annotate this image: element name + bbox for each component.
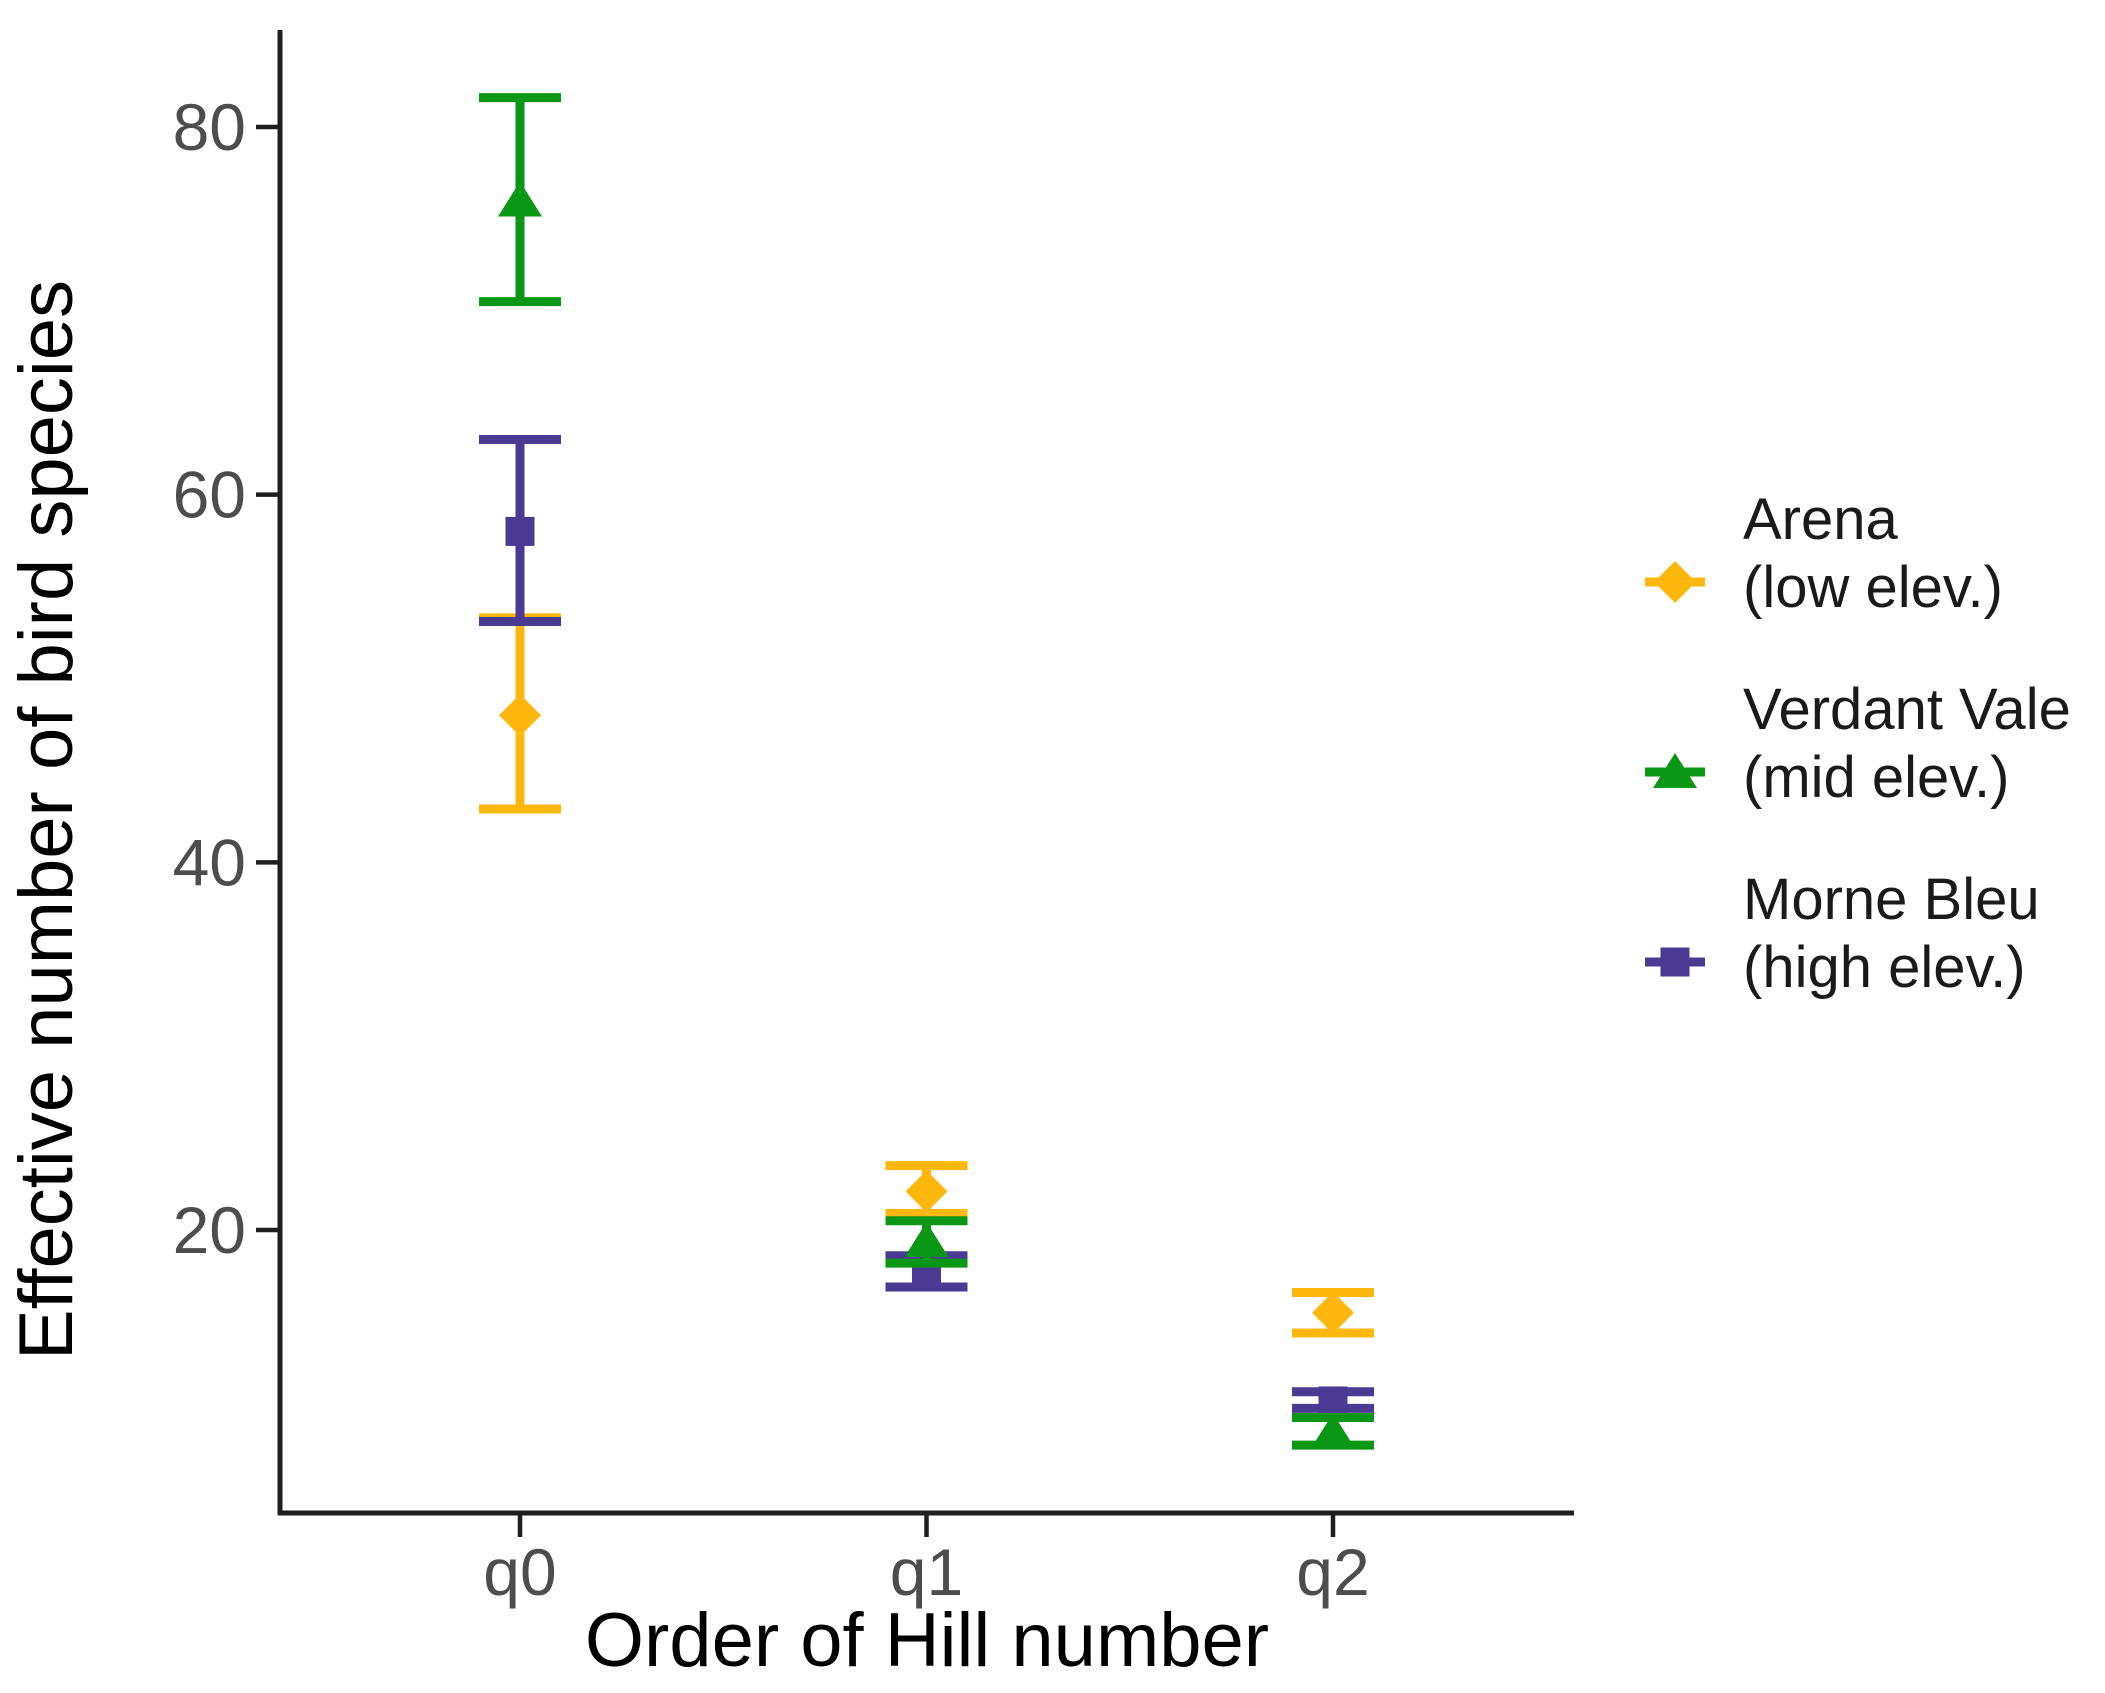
y-tick-label: 60 <box>173 458 246 532</box>
x-tick-label: q1 <box>890 1535 963 1609</box>
legend-key-morne-bleu-icon <box>1645 947 1705 977</box>
legend-label-verdant-vale-elev: (mid elev.) <box>1743 745 2010 810</box>
legend-entry-arena: Arena (low elev.) <box>1645 486 2071 622</box>
x-tick-label: q2 <box>1296 1535 1369 1609</box>
legend-label-arena-elev: (low elev.) <box>1743 555 2003 620</box>
x-axis-title: Order of Hill number <box>585 1598 1269 1683</box>
legend-label-arena: Arena (low elev.) <box>1743 486 2003 622</box>
series-verdant-vale <box>479 93 1374 1450</box>
legend-entry-verdant-vale: Verdant Vale (mid elev.) <box>1645 676 2071 812</box>
legend-label-morne-bleu-name: Morne Bleu <box>1743 867 2040 932</box>
series-morne-bleu <box>479 435 1374 1416</box>
y-tick-label: 40 <box>173 825 246 899</box>
y-tick-label: 20 <box>173 1193 246 1267</box>
legend-key-verdant-vale-icon <box>1645 753 1705 788</box>
legend-label-arena-name: Arena <box>1743 487 1898 552</box>
legend-entry-morne-bleu: Morne Bleu (high elev.) <box>1645 866 2071 1002</box>
legend-label-morne-bleu: Morne Bleu (high elev.) <box>1743 866 2040 1002</box>
y-axis-title: Effective number of bird species <box>4 280 89 1360</box>
legend-label-morne-bleu-elev: (high elev.) <box>1743 935 2026 1000</box>
legend: Arena (low elev.) Verdant Vale (mid elev… <box>1645 486 2071 1056</box>
legend-key-arena-icon <box>1645 561 1705 603</box>
legend-label-verdant-vale-name: Verdant Vale <box>1743 677 2071 742</box>
y-tick-label: 80 <box>173 90 246 164</box>
series-arena <box>479 613 1374 1338</box>
legend-label-verdant-vale: Verdant Vale (mid elev.) <box>1743 676 2071 812</box>
x-tick-label: q0 <box>483 1535 556 1609</box>
chart-series-layer: 20 40 60 80 q0 q1 q2 <box>173 30 1574 1609</box>
